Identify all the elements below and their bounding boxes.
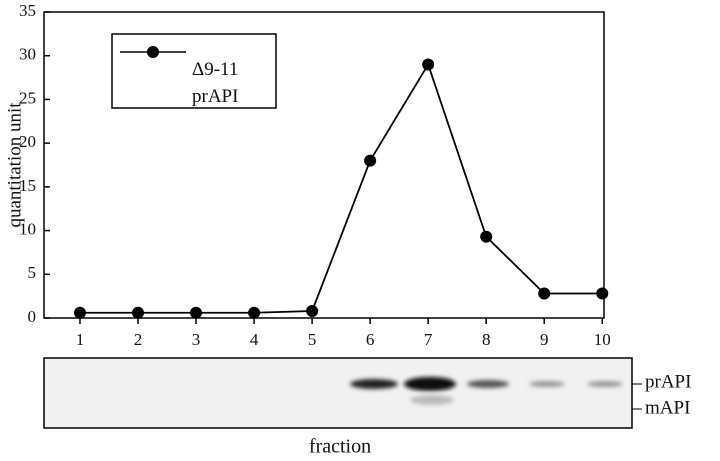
gel-frame	[43, 357, 633, 429]
data-point	[306, 305, 319, 318]
band	[404, 377, 456, 391]
x-tick-label: 8	[482, 330, 491, 349]
legend-box	[111, 33, 277, 109]
x-tick-label: 1	[76, 330, 85, 349]
data-point	[480, 230, 493, 243]
x-axis-label: fraction	[309, 436, 371, 458]
x-tick-label: 2	[134, 330, 143, 349]
x-tick-label: 7	[424, 330, 433, 349]
band	[587, 381, 623, 387]
x-tick-label: 5	[308, 330, 317, 349]
x-tick-label: 6	[366, 330, 375, 349]
x-tick-label: 3	[192, 330, 201, 349]
gel-label: prAPI	[645, 371, 691, 392]
gel-bands	[350, 377, 623, 405]
data-point	[190, 306, 203, 319]
gel: prAPI mAPI	[43, 357, 691, 429]
plot-frame	[43, 11, 605, 319]
y-tick-label: 0	[28, 307, 37, 326]
legend-marker	[147, 46, 159, 58]
data-point	[596, 287, 609, 300]
y-tick-label: 5	[28, 263, 37, 282]
data-point	[248, 306, 261, 319]
y-tick-label: 30	[19, 45, 36, 64]
data-point	[538, 287, 551, 300]
x-tick-label: 4	[250, 330, 259, 349]
data-point	[422, 58, 435, 71]
data-point	[132, 306, 145, 319]
data-point	[73, 306, 86, 319]
legend-label: Δ9-11 prAPI	[192, 59, 239, 107]
x-tick-label: 10	[594, 330, 611, 349]
band	[410, 395, 454, 405]
band	[529, 381, 565, 387]
gel-label: mAPI	[645, 397, 690, 418]
y-tick-label: 25	[19, 88, 36, 107]
series-line	[79, 62, 603, 314]
band	[350, 379, 398, 389]
x-tick-label: 9	[540, 330, 549, 349]
y-tick-label: 10	[19, 219, 36, 238]
y-tick-label: 35	[19, 1, 36, 20]
data-point	[364, 154, 377, 167]
band	[467, 380, 509, 388]
y-tick-label: 20	[19, 132, 36, 151]
y-axis-label: quantitation unit	[4, 102, 25, 228]
y-tick-label: 15	[19, 176, 36, 195]
